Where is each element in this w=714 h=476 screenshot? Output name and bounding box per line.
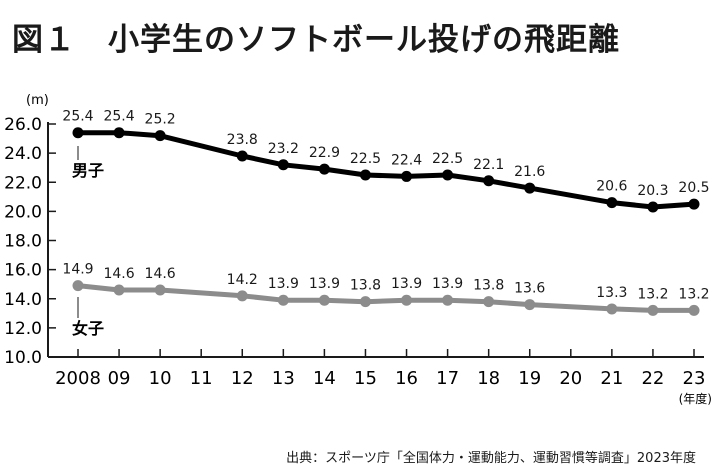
data-point bbox=[524, 299, 536, 311]
data-point bbox=[401, 294, 413, 306]
x-tick-label: 14 bbox=[313, 368, 336, 389]
x-tick-label: 13 bbox=[272, 368, 295, 389]
data-point bbox=[688, 198, 700, 210]
x-tick-label: 22 bbox=[641, 368, 664, 389]
data-point bbox=[154, 284, 166, 296]
data-point bbox=[318, 163, 330, 175]
y-tick-label: 26.0 bbox=[4, 115, 42, 135]
x-tick-label: 23 bbox=[683, 368, 706, 389]
data-label: 14.6 bbox=[103, 266, 134, 282]
data-point bbox=[401, 170, 413, 182]
data-point bbox=[318, 294, 330, 306]
x-tick-label: 17 bbox=[436, 368, 459, 389]
x-tick-label: 21 bbox=[600, 368, 623, 389]
x-tick-label: 18 bbox=[477, 368, 500, 389]
data-label: 22.5 bbox=[350, 151, 381, 167]
data-label: 22.5 bbox=[432, 151, 463, 167]
x-tick-label: 09 bbox=[108, 368, 131, 389]
series-label: 女子 bbox=[72, 319, 104, 338]
data-label: 25.4 bbox=[62, 109, 93, 125]
data-label: 14.2 bbox=[227, 272, 258, 288]
x-tick-label: 19 bbox=[518, 368, 541, 389]
data-point bbox=[483, 175, 495, 187]
data-point bbox=[277, 159, 289, 171]
data-label: 25.4 bbox=[103, 109, 134, 125]
data-point bbox=[524, 182, 536, 194]
data-label: 22.1 bbox=[473, 157, 504, 173]
data-point bbox=[442, 294, 454, 306]
x-tick-label: 20 bbox=[559, 368, 582, 389]
data-point bbox=[647, 304, 659, 316]
data-point bbox=[483, 296, 495, 308]
data-label: 21.6 bbox=[514, 164, 545, 180]
data-point bbox=[72, 280, 84, 292]
data-point bbox=[72, 127, 84, 139]
x-tick-label: 2008 bbox=[55, 368, 101, 389]
y-tick-label: 24.0 bbox=[4, 144, 42, 164]
data-label: 13.9 bbox=[268, 276, 299, 292]
x-tick-label: 11 bbox=[190, 368, 213, 389]
data-point bbox=[236, 150, 248, 162]
data-label: 13.2 bbox=[678, 286, 709, 302]
y-axis-unit: (m) bbox=[26, 93, 49, 108]
data-point bbox=[647, 201, 659, 213]
y-tick-label: 22.0 bbox=[4, 173, 42, 193]
x-axis-unit: (年度) bbox=[679, 391, 712, 406]
data-label: 20.5 bbox=[678, 180, 709, 196]
y-tick-label: 14.0 bbox=[4, 290, 42, 310]
y-tick-label: 16.0 bbox=[4, 261, 42, 281]
y-tick-label: 18.0 bbox=[4, 232, 42, 252]
x-tick-label: 15 bbox=[354, 368, 377, 389]
data-point bbox=[236, 290, 248, 302]
data-label: 13.8 bbox=[350, 278, 381, 294]
chart-title: 図１ 小学生のソフトボール投げの飛距離 bbox=[12, 22, 620, 58]
data-point bbox=[277, 294, 289, 306]
data-label: 13.3 bbox=[596, 285, 627, 301]
data-point bbox=[113, 284, 125, 296]
data-label: 14.9 bbox=[62, 262, 93, 278]
data-point bbox=[606, 197, 618, 209]
data-label: 13.2 bbox=[637, 286, 668, 302]
series-line-1 bbox=[75, 283, 697, 313]
data-label: 25.2 bbox=[145, 112, 176, 128]
data-label: 22.9 bbox=[309, 145, 340, 161]
axes: (m) 26.0 24.0 22.0 20.0 18.0 16.0 14.0 12.0 10.0 2… bbox=[4, 93, 712, 406]
data-point bbox=[606, 303, 618, 315]
data-point bbox=[442, 169, 454, 181]
y-tick-label: 10.0 bbox=[4, 348, 42, 368]
data-label: 20.6 bbox=[596, 179, 627, 195]
series-line-0 bbox=[75, 130, 697, 210]
x-tick-label: 10 bbox=[149, 368, 172, 389]
data-label: 13.9 bbox=[309, 276, 340, 292]
data-label: 23.8 bbox=[227, 132, 258, 148]
data-label: 14.6 bbox=[145, 266, 176, 282]
data-label: 23.2 bbox=[268, 141, 299, 157]
y-tick-label: 12.0 bbox=[4, 319, 42, 339]
data-label: 22.4 bbox=[391, 152, 422, 168]
series-label: 男子 bbox=[72, 161, 104, 180]
data-label: 13.9 bbox=[432, 276, 463, 292]
source-note: 出典：スポーツ庁「全国体力・運動能力、運動習慣等調査」2023年度 bbox=[286, 451, 696, 466]
data-point bbox=[359, 296, 371, 308]
data-label: 13.9 bbox=[391, 276, 422, 292]
data-point bbox=[359, 169, 371, 181]
data-label: 20.3 bbox=[637, 183, 668, 199]
data-label: 13.8 bbox=[473, 278, 504, 294]
x-tick-label: 12 bbox=[231, 368, 254, 389]
y-tick-label: 20.0 bbox=[4, 202, 42, 222]
data-point bbox=[154, 130, 166, 142]
x-tick-label: 16 bbox=[395, 368, 418, 389]
data-point bbox=[688, 304, 700, 316]
data-label: 13.6 bbox=[514, 281, 545, 297]
series-layer: 25.4 25.4 25.2 23.8 23.2 22.9 22.5 22.4 22.5 22.1… bbox=[62, 109, 709, 338]
data-point bbox=[113, 127, 125, 139]
